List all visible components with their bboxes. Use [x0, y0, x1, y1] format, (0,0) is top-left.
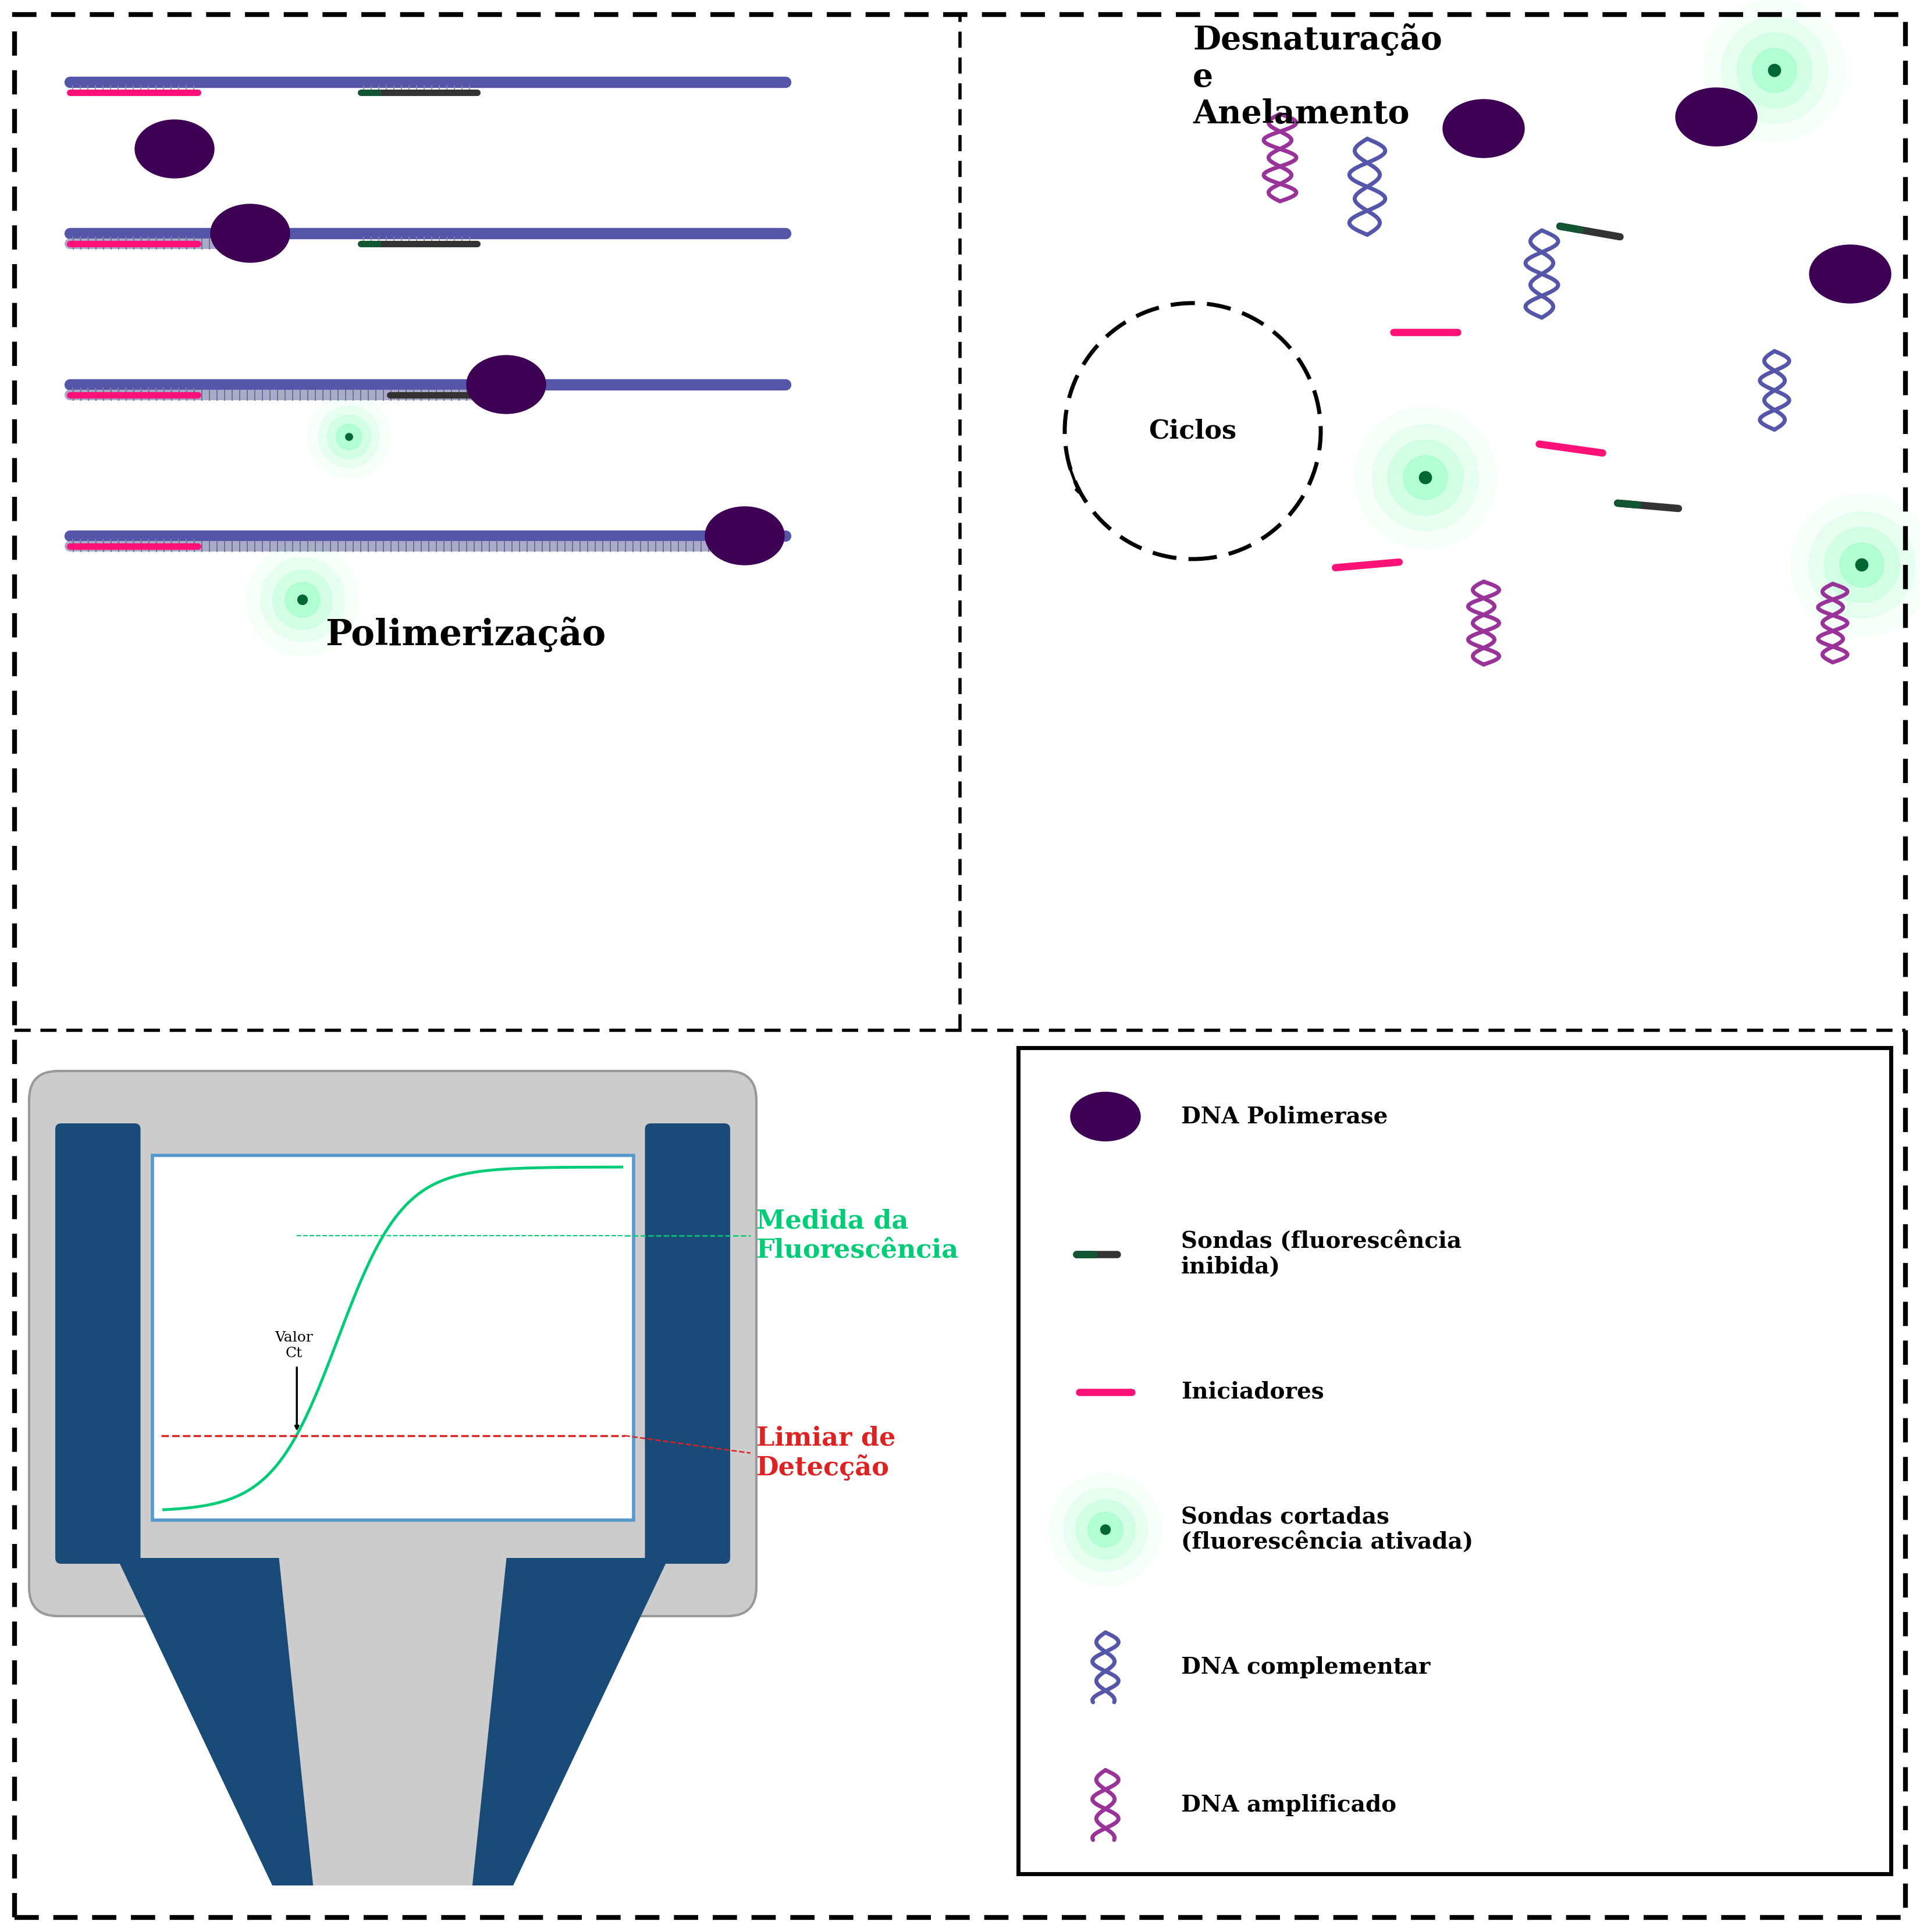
Circle shape: [1064, 1488, 1148, 1571]
Circle shape: [336, 425, 361, 450]
Text: DNA complementar: DNA complementar: [1181, 1656, 1430, 1679]
Text: DNA amplificado: DNA amplificado: [1181, 1795, 1396, 1816]
Text: Limiar de
Detecção: Limiar de Detecção: [756, 1426, 895, 1480]
Circle shape: [1855, 558, 1868, 572]
Ellipse shape: [134, 120, 215, 178]
Polygon shape: [117, 1557, 668, 1886]
Text: DNA Polimerase: DNA Polimerase: [1181, 1105, 1388, 1128]
Circle shape: [1824, 527, 1899, 603]
Text: Desnaturação
e
Anelamento: Desnaturação e Anelamento: [1192, 23, 1442, 131]
Circle shape: [1050, 1474, 1162, 1586]
FancyBboxPatch shape: [645, 1122, 730, 1563]
FancyBboxPatch shape: [152, 1155, 634, 1520]
Circle shape: [1100, 1524, 1110, 1534]
Text: Sondas (fluorescência
inibida): Sondas (fluorescência inibida): [1181, 1231, 1461, 1279]
Circle shape: [326, 415, 371, 458]
Circle shape: [307, 396, 390, 477]
Circle shape: [246, 545, 359, 655]
Ellipse shape: [1676, 87, 1757, 147]
Circle shape: [1388, 440, 1463, 516]
Circle shape: [261, 558, 344, 641]
Circle shape: [1419, 471, 1432, 483]
Text: Medida da
Fluorescência: Medida da Fluorescência: [756, 1209, 958, 1264]
Circle shape: [1809, 512, 1914, 618]
Text: Iniciadores: Iniciadores: [1181, 1381, 1325, 1403]
Text: Ciclos: Ciclos: [1148, 419, 1236, 444]
Circle shape: [1791, 495, 1920, 636]
Circle shape: [1738, 33, 1812, 108]
Circle shape: [273, 570, 332, 630]
FancyBboxPatch shape: [56, 1122, 140, 1563]
Ellipse shape: [1444, 99, 1524, 158]
Circle shape: [346, 433, 353, 440]
Circle shape: [1075, 1499, 1135, 1559]
Circle shape: [1839, 543, 1884, 587]
Text: Valor
Ct: Valor Ct: [275, 1331, 313, 1360]
FancyBboxPatch shape: [29, 1070, 756, 1615]
Ellipse shape: [1809, 245, 1891, 303]
Text: Sondas cortadas
(fluorescência ativada): Sondas cortadas (fluorescência ativada): [1181, 1505, 1473, 1553]
Ellipse shape: [467, 355, 545, 413]
FancyBboxPatch shape: [1018, 1047, 1891, 1874]
Polygon shape: [278, 1557, 507, 1886]
Circle shape: [1768, 64, 1780, 77]
Text: Polimerização: Polimerização: [324, 616, 605, 653]
Circle shape: [1089, 1513, 1123, 1548]
Circle shape: [298, 595, 307, 605]
Circle shape: [1722, 17, 1828, 124]
Ellipse shape: [1071, 1092, 1140, 1142]
Circle shape: [1703, 0, 1845, 141]
Ellipse shape: [211, 205, 290, 263]
Circle shape: [319, 406, 380, 468]
Circle shape: [1356, 408, 1496, 549]
Circle shape: [1373, 425, 1478, 531]
Circle shape: [284, 582, 321, 616]
Circle shape: [1753, 48, 1797, 93]
Ellipse shape: [705, 506, 783, 564]
Circle shape: [1404, 456, 1448, 500]
